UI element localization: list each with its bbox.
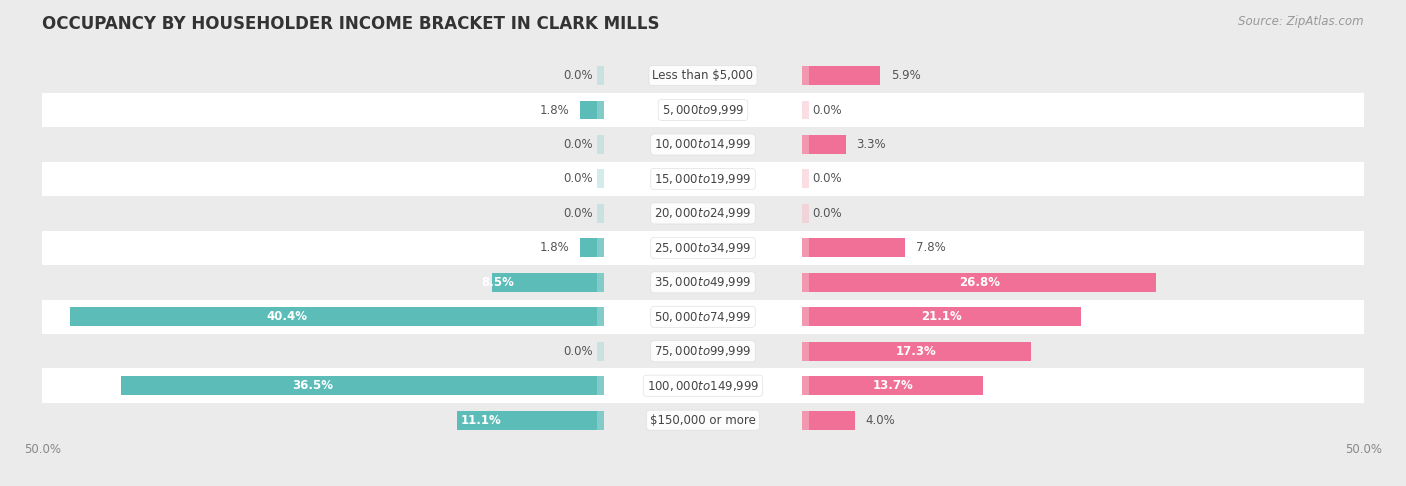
Bar <box>581 238 605 258</box>
Text: 21.1%: 21.1% <box>921 310 962 323</box>
Text: 26.8%: 26.8% <box>959 276 1000 289</box>
Text: 0.0%: 0.0% <box>564 138 593 151</box>
Bar <box>598 135 605 154</box>
Bar <box>42 93 1364 127</box>
Bar <box>801 135 846 154</box>
Bar <box>598 307 605 326</box>
Bar <box>598 273 605 292</box>
Bar <box>801 204 808 223</box>
Bar <box>801 411 808 430</box>
Text: 0.0%: 0.0% <box>813 104 842 117</box>
Text: $20,000 to $24,999: $20,000 to $24,999 <box>654 207 752 220</box>
Bar <box>801 342 1031 361</box>
Text: 7.8%: 7.8% <box>915 242 945 254</box>
Bar <box>598 66 605 85</box>
Text: $5,000 to $9,999: $5,000 to $9,999 <box>662 103 744 117</box>
Text: 17.3%: 17.3% <box>896 345 936 358</box>
Bar <box>598 376 605 395</box>
Bar <box>581 101 605 120</box>
Bar <box>801 307 808 326</box>
Bar <box>42 162 1364 196</box>
Text: 11.1%: 11.1% <box>461 414 502 427</box>
Bar <box>801 135 808 154</box>
Bar <box>801 238 905 258</box>
Text: 0.0%: 0.0% <box>564 69 593 82</box>
Text: 1.8%: 1.8% <box>540 242 569 254</box>
Bar <box>42 299 1364 334</box>
Bar <box>598 204 605 223</box>
Bar <box>70 307 605 326</box>
Text: 0.0%: 0.0% <box>564 173 593 186</box>
Text: Less than $5,000: Less than $5,000 <box>652 69 754 82</box>
Bar <box>598 101 605 120</box>
Bar <box>801 273 1156 292</box>
Text: 3.3%: 3.3% <box>856 138 886 151</box>
Bar <box>42 334 1364 368</box>
Bar <box>801 66 880 85</box>
Bar <box>42 58 1364 93</box>
Text: $10,000 to $14,999: $10,000 to $14,999 <box>654 138 752 152</box>
Bar <box>457 411 605 430</box>
Bar <box>801 170 808 189</box>
Text: 36.5%: 36.5% <box>292 379 333 392</box>
Bar <box>42 127 1364 162</box>
Text: $75,000 to $99,999: $75,000 to $99,999 <box>654 344 752 358</box>
Text: 1.8%: 1.8% <box>540 104 569 117</box>
Bar <box>801 376 983 395</box>
Bar <box>801 238 808 258</box>
Text: 5.9%: 5.9% <box>890 69 921 82</box>
Text: $25,000 to $34,999: $25,000 to $34,999 <box>654 241 752 255</box>
Bar <box>42 196 1364 231</box>
Bar <box>801 273 808 292</box>
Text: 0.0%: 0.0% <box>813 173 842 186</box>
Bar <box>598 342 605 361</box>
Text: $150,000 or more: $150,000 or more <box>650 414 756 427</box>
Bar <box>801 411 855 430</box>
Bar <box>801 376 808 395</box>
Bar <box>42 368 1364 403</box>
Text: $50,000 to $74,999: $50,000 to $74,999 <box>654 310 752 324</box>
Text: $15,000 to $19,999: $15,000 to $19,999 <box>654 172 752 186</box>
Bar <box>42 231 1364 265</box>
Bar <box>42 403 1364 437</box>
Text: 40.4%: 40.4% <box>267 310 308 323</box>
Text: 0.0%: 0.0% <box>813 207 842 220</box>
Text: $35,000 to $49,999: $35,000 to $49,999 <box>654 276 752 289</box>
Bar <box>598 411 605 430</box>
Bar <box>598 170 605 189</box>
Text: $100,000 to $149,999: $100,000 to $149,999 <box>647 379 759 393</box>
Bar <box>598 238 605 258</box>
Bar <box>801 342 808 361</box>
Text: 0.0%: 0.0% <box>564 207 593 220</box>
Bar <box>42 265 1364 299</box>
Text: 4.0%: 4.0% <box>866 414 896 427</box>
Text: Source: ZipAtlas.com: Source: ZipAtlas.com <box>1239 15 1364 28</box>
Text: 0.0%: 0.0% <box>564 345 593 358</box>
Bar <box>801 307 1081 326</box>
Bar <box>801 66 808 85</box>
Text: 8.5%: 8.5% <box>482 276 515 289</box>
Text: OCCUPANCY BY HOUSEHOLDER INCOME BRACKET IN CLARK MILLS: OCCUPANCY BY HOUSEHOLDER INCOME BRACKET … <box>42 15 659 33</box>
Bar <box>492 273 605 292</box>
Bar <box>801 101 808 120</box>
Text: 13.7%: 13.7% <box>872 379 912 392</box>
Bar <box>121 376 605 395</box>
